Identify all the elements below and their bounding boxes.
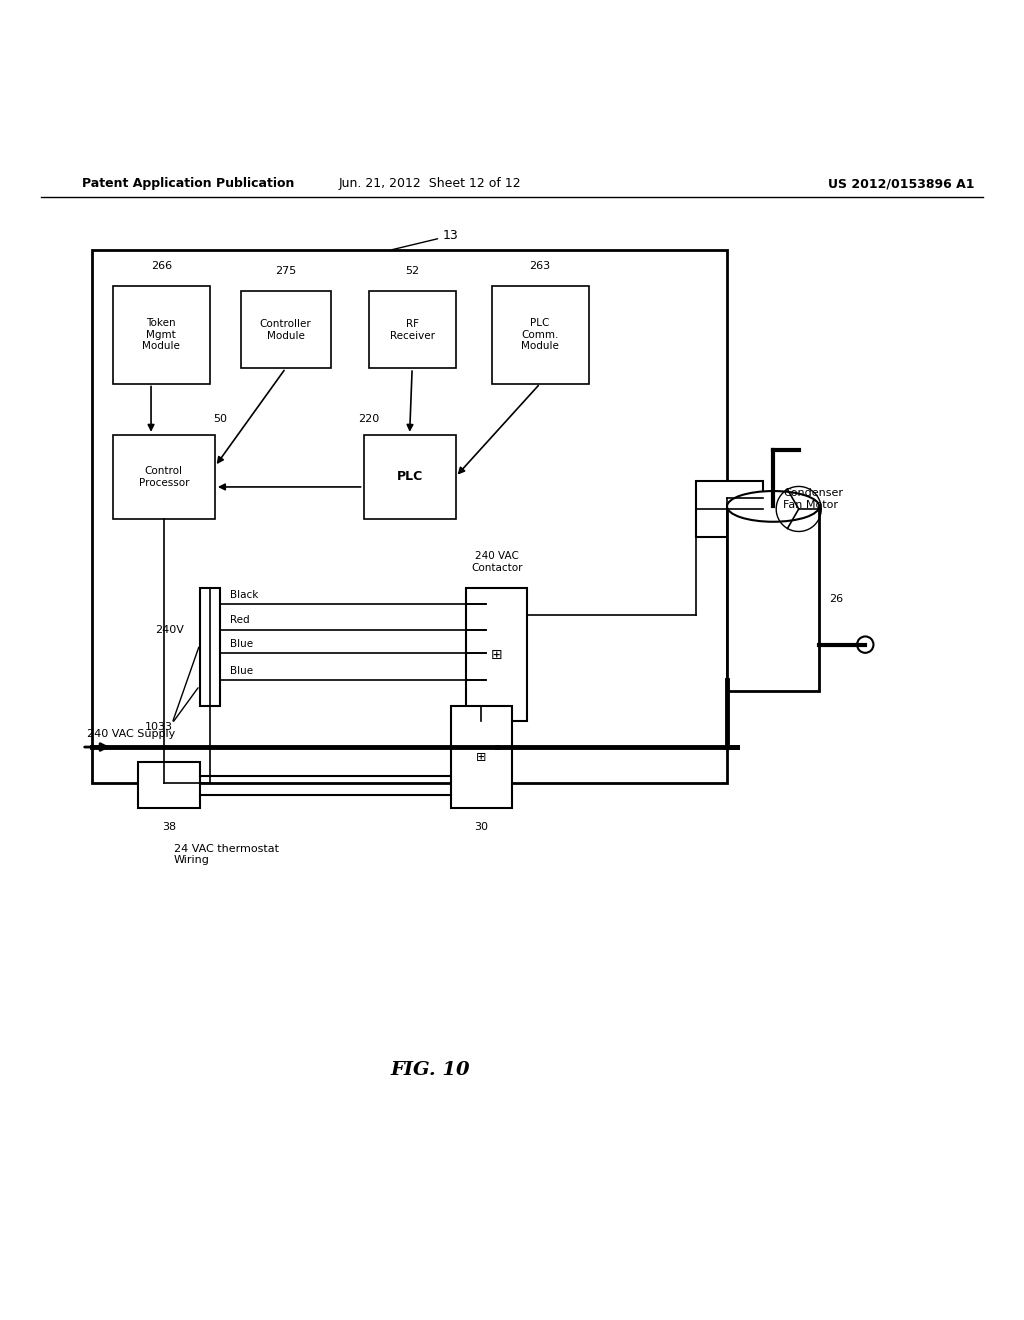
Bar [364,434,456,519]
Text: Red: Red [230,615,250,626]
Text: 24 VAC thermostat
Wiring: 24 VAC thermostat Wiring [174,843,280,866]
Text: PLC: PLC [396,470,423,483]
Text: ⊞: ⊞ [476,751,486,764]
Text: Blue: Blue [230,639,254,649]
Bar [113,286,210,384]
Text: 266: 266 [151,261,172,271]
Text: Patent Application Publication: Patent Application Publication [82,177,294,190]
Text: 26: 26 [829,594,844,603]
Bar [727,507,819,690]
Text: 50: 50 [213,414,227,425]
Bar [200,589,220,706]
Bar [138,763,200,808]
Text: 263: 263 [529,261,551,271]
Text: 52: 52 [406,267,419,276]
Bar [451,706,512,808]
Text: PLC
Comm.
Module: PLC Comm. Module [521,318,559,351]
Text: 240 VAC Supply: 240 VAC Supply [87,729,175,739]
Text: 38: 38 [162,822,176,832]
Bar [492,286,589,384]
Text: 1033: 1033 [144,722,173,731]
Ellipse shape [727,491,819,521]
Text: US 2012/0153896 A1: US 2012/0153896 A1 [827,177,975,190]
Text: 13: 13 [442,228,459,242]
Bar [92,251,727,783]
Text: 240 VAC
Contactor: 240 VAC Contactor [471,552,522,573]
Text: ⊞: ⊞ [490,648,503,661]
Bar [369,292,456,368]
Bar [696,480,763,537]
Text: 220: 220 [358,414,379,425]
Text: 30: 30 [474,822,488,832]
Text: Blue: Blue [230,667,254,676]
Bar [113,434,215,519]
Text: FIG. 10: FIG. 10 [390,1060,470,1078]
Bar [466,589,527,722]
Text: Condenser
Fan Motor: Condenser Fan Motor [783,488,844,510]
Text: Control
Processor: Control Processor [138,466,189,487]
Text: Token
Mgmt
Module: Token Mgmt Module [142,318,180,351]
Text: 240V: 240V [156,624,184,635]
Text: Jun. 21, 2012  Sheet 12 of 12: Jun. 21, 2012 Sheet 12 of 12 [339,177,521,190]
Text: 275: 275 [275,267,296,276]
Text: Controller
Module: Controller Module [260,319,311,341]
Bar [241,292,331,368]
Text: RF
Receiver: RF Receiver [390,319,434,341]
Text: Black: Black [230,590,259,599]
